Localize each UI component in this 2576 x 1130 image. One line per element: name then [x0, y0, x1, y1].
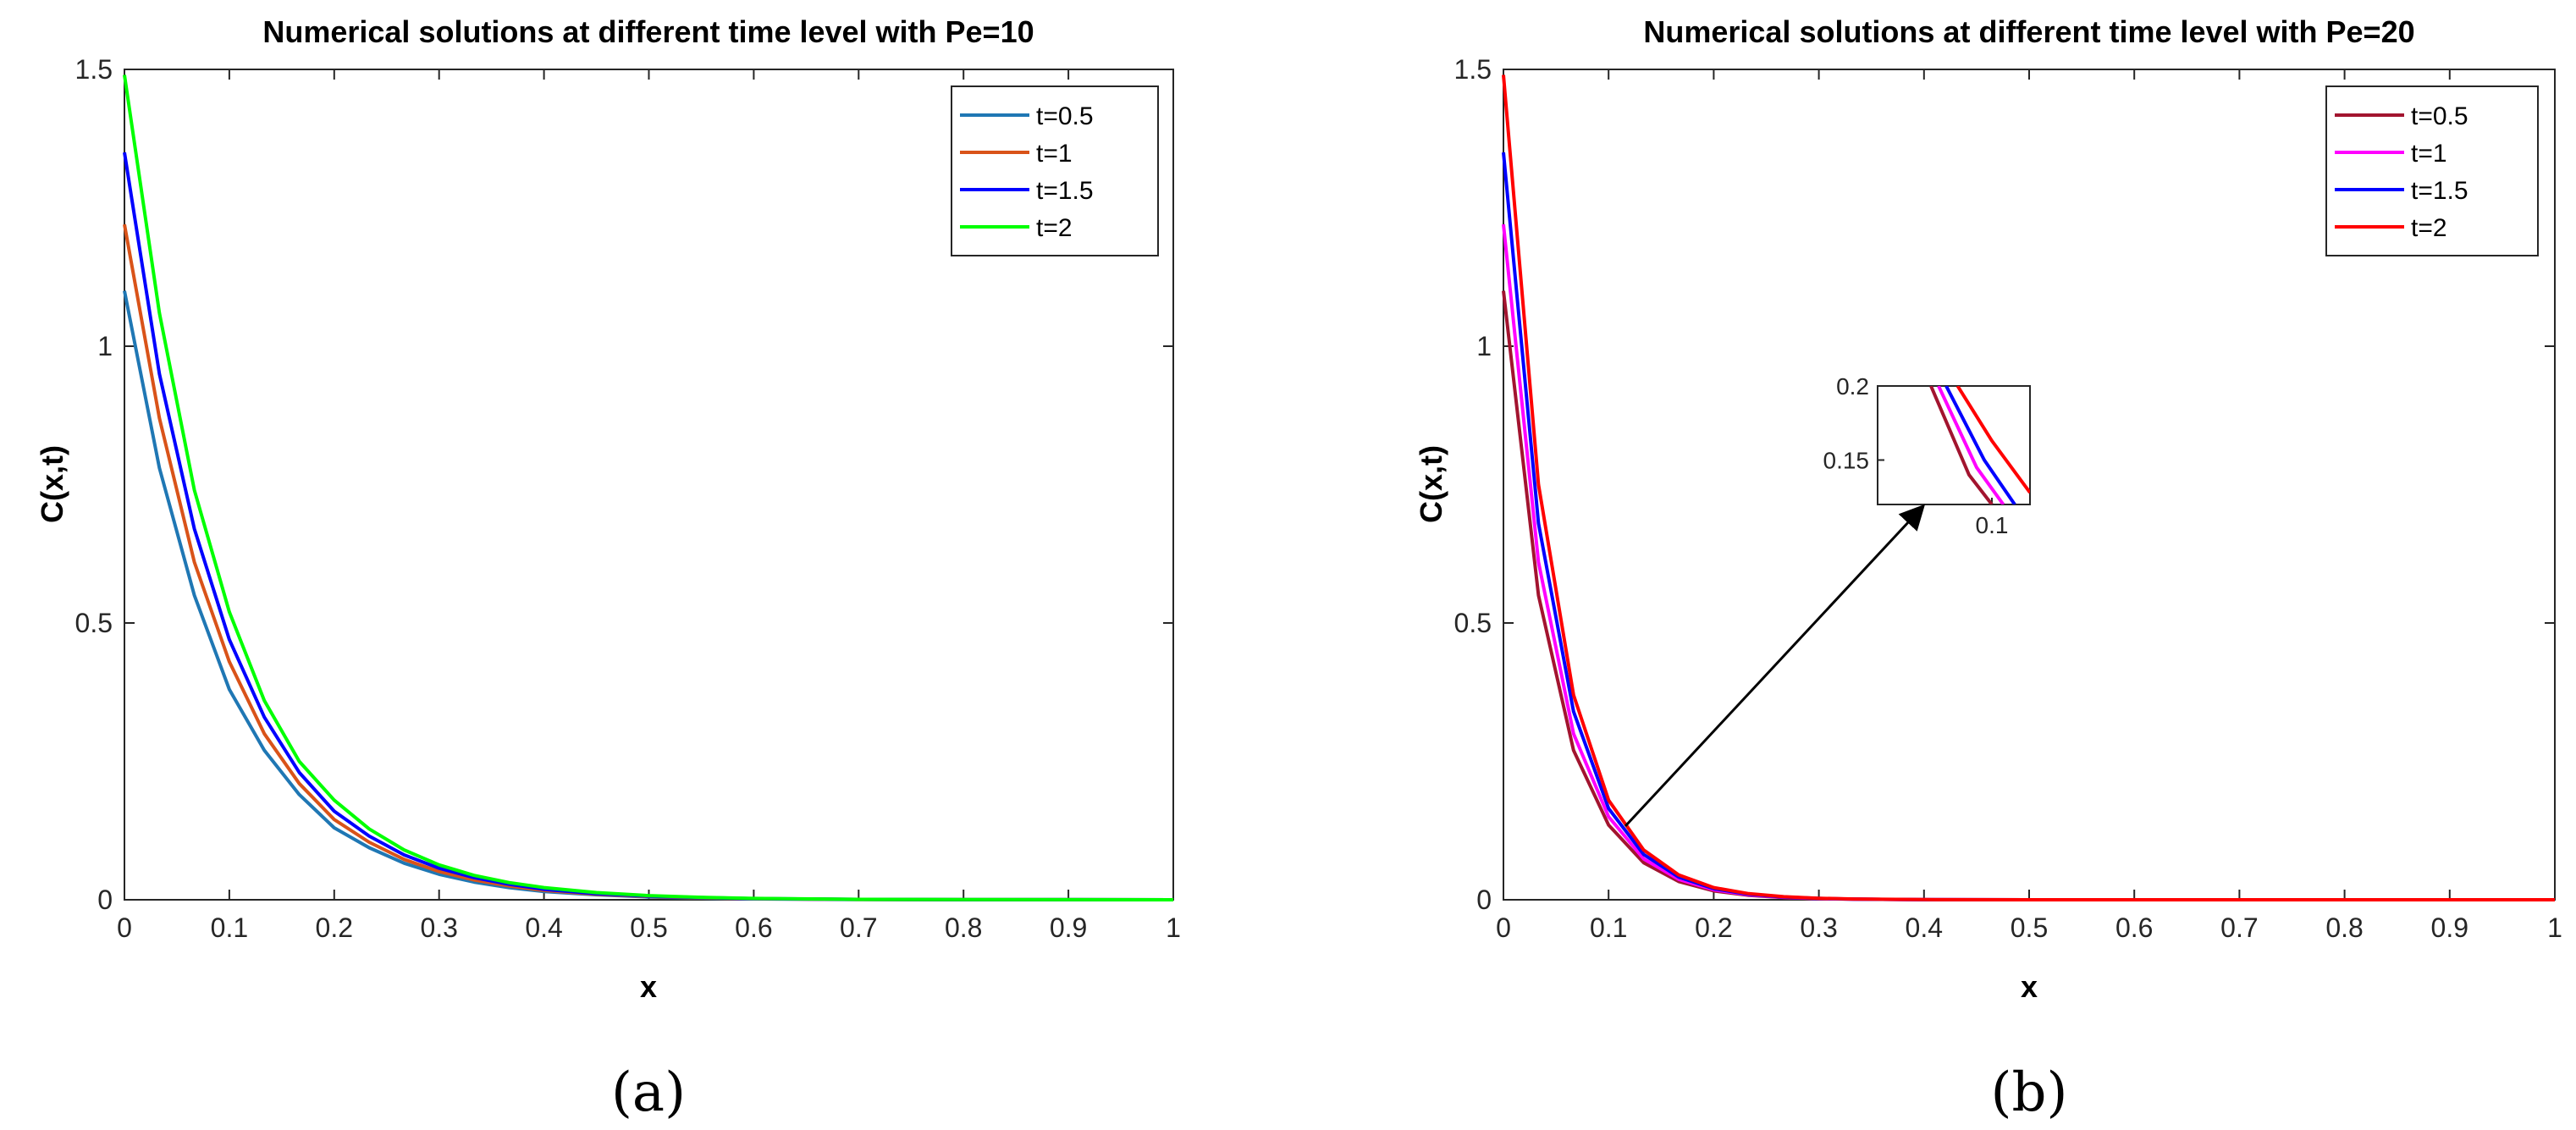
inset-line-t-1 — [1937, 386, 2005, 504]
legend-label: t=1 — [2411, 140, 2447, 168]
x-tick-label: 0.4 — [525, 912, 562, 943]
y-tick-label: 1.5 — [75, 54, 113, 85]
x-tick-label: 0.5 — [630, 912, 667, 943]
inset-x-tick-label: 0.1 — [1976, 512, 2009, 538]
x-tick-label: 0 — [1496, 912, 1511, 943]
y-tick-label: 0.5 — [75, 608, 113, 638]
legend-label: t=1 — [1036, 140, 1073, 168]
legend-label: t=2 — [1036, 214, 1073, 242]
x-tick-label: 0.6 — [2115, 912, 2153, 943]
inset-line-t-0-5 — [1929, 386, 1994, 504]
x-tick-label: 1 — [1166, 912, 1181, 943]
caption-a: (a) — [611, 1061, 686, 1124]
series-line-t-2 — [1502, 74, 2555, 901]
y-tick-label: 1 — [97, 331, 113, 361]
legend-label: t=2 — [2411, 214, 2447, 242]
legend: t=0.5 t=1 t=1.5 t=2 — [951, 85, 1159, 256]
y-tick-label: 0 — [1476, 885, 1492, 915]
legend-label: t=0.5 — [2411, 102, 2468, 130]
x-tick-label: 0.1 — [1590, 912, 1627, 943]
x-tick-label: 0.9 — [2431, 912, 2468, 943]
inset-lines — [1929, 386, 2030, 504]
series-lines — [123, 74, 1174, 901]
x-tick-label: 0.8 — [2325, 912, 2363, 943]
x-tick-label: 0.1 — [211, 912, 248, 943]
zoom-inset: 0.1 0.15 0.2 — [1823, 373, 2031, 538]
x-ticks: 0 0.1 0.2 0.3 0.4 0.5 0.6 0.7 0.8 0.9 1 — [1496, 69, 2562, 943]
series-line-t-2 — [123, 74, 1174, 901]
inset-y-tick-label: 0.15 — [1823, 448, 1870, 474]
y-axis-label: C(x,t) — [35, 445, 69, 523]
legend-label: t=0.5 — [1036, 102, 1094, 130]
zoom-arrow — [1624, 504, 1926, 828]
x-tick-label: 0 — [117, 912, 132, 943]
x-tick-label: 0.3 — [420, 912, 457, 943]
y-tick-label: 0 — [97, 885, 113, 915]
inset-line-t-2 — [1955, 386, 2030, 494]
x-tick-label: 0.5 — [2011, 912, 2048, 943]
y-ticks: 0 0.5 1 1.5 — [1454, 54, 2555, 915]
inset-ticks: 0.1 0.15 0.2 — [1823, 373, 2009, 538]
inset-line-t-1-5 — [1944, 386, 2016, 504]
x-tick-label: 0.6 — [735, 912, 772, 943]
y-tick-label: 1.5 — [1454, 54, 1492, 85]
inset-y-tick-label: 0.2 — [1836, 373, 1869, 400]
x-axis-label: x — [2021, 969, 2038, 1004]
x-tick-label: 0.2 — [1695, 912, 1732, 943]
legend-label: t=1.5 — [1036, 177, 1094, 205]
x-tick-label: 0.2 — [316, 912, 353, 943]
x-tick-label: 0.7 — [2220, 912, 2258, 943]
x-tick-label: 0.9 — [1050, 912, 1087, 943]
x-tick-label: 0.4 — [1906, 912, 1943, 943]
y-tick-label: 1 — [1476, 331, 1492, 361]
chart-title: Numerical solutions at different time le… — [1643, 14, 2414, 49]
y-ticks: 0 0.5 1 1.5 — [75, 54, 1173, 915]
legend-label: t=1.5 — [2411, 177, 2468, 205]
x-tick-label: 0.8 — [945, 912, 982, 943]
x-tick-label: 0.7 — [840, 912, 877, 943]
y-tick-label: 0.5 — [1454, 608, 1492, 638]
x-tick-label: 0.3 — [1800, 912, 1837, 943]
chart-panel-a: Numerical solutions at different time le… — [35, 14, 1181, 1124]
legend: t=0.5 t=1 t=1.5 t=2 — [2325, 85, 2539, 256]
caption-b: (b) — [1991, 1061, 2068, 1124]
chart-panel-b: Numerical solutions at different time le… — [1414, 14, 2562, 1124]
chart-title: Numerical solutions at different time le… — [262, 14, 1034, 49]
x-axis-label: x — [640, 969, 657, 1004]
x-tick-label: 1 — [2547, 912, 2562, 943]
x-ticks: 0 0.1 0.2 0.3 0.4 0.5 0.6 0.7 0.8 0.9 1 — [117, 69, 1181, 943]
y-axis-label: C(x,t) — [1414, 445, 1448, 523]
inset-frame — [1877, 385, 2031, 505]
series-lines — [1502, 74, 2555, 901]
